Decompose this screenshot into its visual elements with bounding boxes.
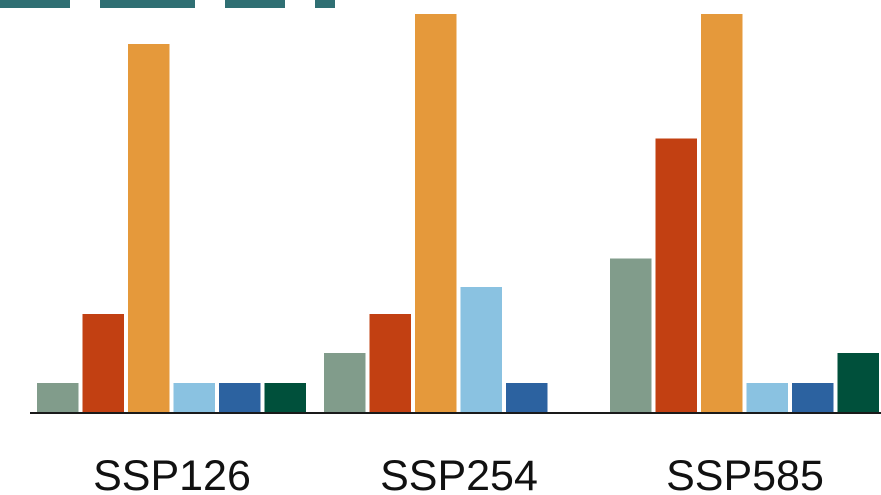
bar-ssp126-5 [219,383,261,413]
bar-ssp254-5 [506,383,548,413]
bar-ssp585-5 [792,383,834,413]
bar-ssp254-2 [369,314,411,413]
bar-ssp585-2 [655,138,697,413]
bar-ssp585-3 [701,14,743,413]
x-tick-labels: SSP126 SSP254 SSP585 [93,452,824,495]
bar-ssp126-2 [82,314,124,413]
bar-ssp126-4 [173,383,215,413]
x-tick-label-ssp254: SSP254 [380,452,538,495]
bar-ssp254-1 [324,353,366,413]
top-cut-segment-1 [0,0,70,8]
top-cut-segment-3 [225,0,285,8]
bar-ssp126-6 [264,383,306,413]
bar-ssp126-1 [37,383,79,413]
x-tick-label-ssp126: SSP126 [93,452,251,495]
top-cut-element [0,0,335,8]
bar-ssp585-6 [837,353,879,413]
top-cut-segment-4 [315,0,335,8]
bar-ssp585-1 [610,258,652,413]
bar-ssp585-4 [746,383,788,413]
bars [37,14,879,413]
x-tick-label-ssp585: SSP585 [666,452,824,495]
bar-ssp254-4 [460,287,502,413]
bar-ssp126-3 [128,44,170,413]
top-cut-segment-2 [100,0,195,8]
bar-ssp254-3 [415,14,457,413]
